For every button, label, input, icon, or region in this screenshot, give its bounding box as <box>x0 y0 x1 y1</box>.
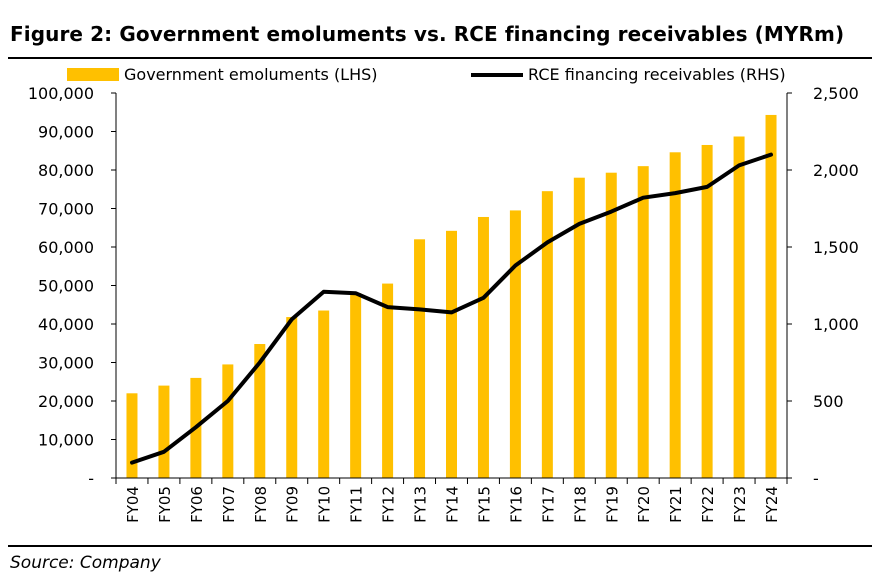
legend-swatch-bar <box>67 68 119 81</box>
x-tick-label: FY05 <box>156 486 174 523</box>
bar-FY14 <box>446 230 457 478</box>
bar-FY19 <box>605 172 617 478</box>
left-tick-label: - <box>88 469 94 488</box>
x-tick-label: FY14 <box>444 486 462 523</box>
bar-FY17 <box>541 191 553 479</box>
bar-FY12 <box>382 283 394 478</box>
figure-title: Figure 2: Government emoluments vs. RCE … <box>10 22 845 46</box>
bar-FY22 <box>701 144 713 478</box>
x-tick-label: FY07 <box>220 486 238 523</box>
x-tick-label: FY13 <box>412 486 430 523</box>
right-tick-label: - <box>813 469 819 488</box>
x-tick-label: FY21 <box>667 486 685 523</box>
x-tick-label: FY19 <box>603 486 621 523</box>
bar-FY20 <box>637 166 649 478</box>
left-tick-label: 70,000 <box>38 200 94 219</box>
legend-label-line: RCE financing receivables (RHS) <box>528 65 786 84</box>
x-tick-label: FY15 <box>475 486 493 523</box>
x-tick-label: FY20 <box>635 486 653 523</box>
bar-FY10 <box>318 310 330 478</box>
x-tick-label: FY10 <box>316 486 334 523</box>
left-tick-label: 40,000 <box>38 315 94 334</box>
bar-FY16 <box>509 210 521 479</box>
bar-FY08 <box>254 344 266 478</box>
right-tick-label: 1,500 <box>813 238 859 257</box>
left-tick-label: 30,000 <box>38 354 94 373</box>
left-tick-label: 100,000 <box>28 84 94 103</box>
bar-FY15 <box>477 216 489 478</box>
source-note: Source: Company <box>10 553 161 573</box>
bar-FY13 <box>414 239 426 478</box>
x-tick-label: FY23 <box>731 486 749 523</box>
x-tick-label: FY16 <box>507 486 525 523</box>
title-rule <box>8 57 872 59</box>
x-tick-label: FY18 <box>571 486 589 523</box>
bar-FY05 <box>158 385 170 478</box>
source-rule <box>8 545 872 547</box>
bar-FY18 <box>573 177 585 478</box>
right-tick-label: 2,000 <box>813 161 859 180</box>
bar-FY09 <box>286 317 298 478</box>
bar-FY23 <box>733 136 745 478</box>
left-tick-label: 90,000 <box>38 123 94 142</box>
bar-FY21 <box>669 152 681 479</box>
bar-FY24 <box>765 114 777 478</box>
x-tick-label: FY11 <box>348 486 366 523</box>
x-tick-label: FY04 <box>124 486 142 523</box>
bar-FY07 <box>222 364 234 478</box>
legend-label-bar: Government emoluments (LHS) <box>124 65 378 84</box>
bar-FY04 <box>126 393 138 478</box>
left-tick-label: 80,000 <box>38 161 94 180</box>
x-tick-label: FY06 <box>188 486 206 523</box>
line-rce-financing-receivables <box>130 152 773 465</box>
right-tick-label: 2,500 <box>813 84 859 103</box>
x-tick-label: FY12 <box>380 486 398 523</box>
left-tick-label: 20,000 <box>38 392 94 411</box>
x-tick-label: FY22 <box>699 486 717 523</box>
x-tick-label: FY08 <box>252 486 270 523</box>
left-tick-label: 50,000 <box>38 277 94 296</box>
bar-FY11 <box>350 293 362 478</box>
x-tick-label: FY09 <box>284 486 302 523</box>
right-tick-label: 1,000 <box>813 315 859 334</box>
left-tick-label: 60,000 <box>38 238 94 257</box>
left-tick-label: 10,000 <box>38 431 94 450</box>
x-tick-label: FY24 <box>763 486 781 523</box>
right-tick-label: 500 <box>813 392 844 411</box>
x-tick-label: FY17 <box>539 486 557 523</box>
